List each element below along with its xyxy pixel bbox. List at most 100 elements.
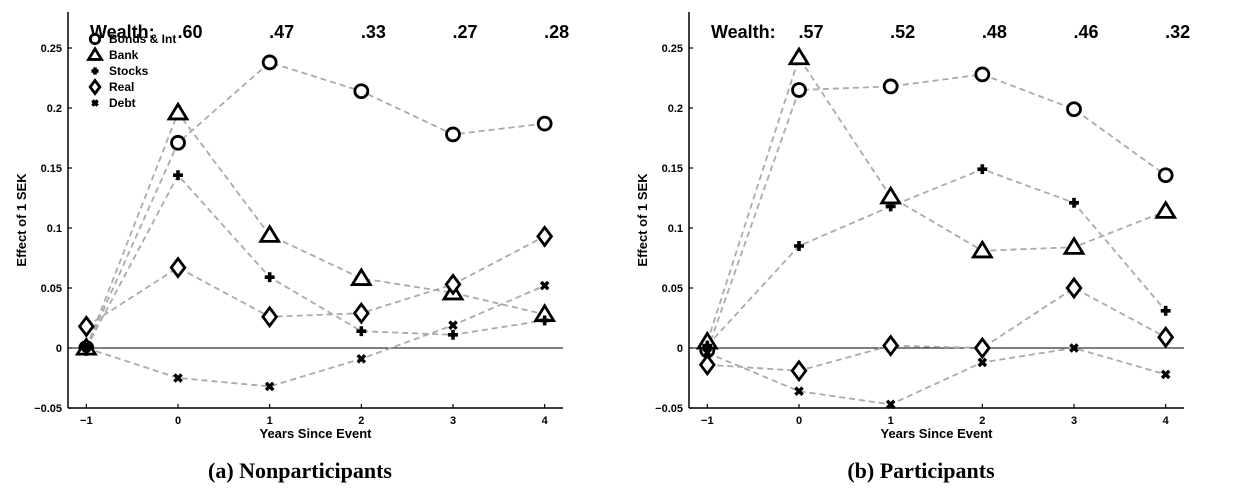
- legend-marker-debt-shape: [91, 99, 99, 107]
- point-bonds-int-shape: [536, 115, 553, 132]
- point-bank: [1154, 199, 1178, 219]
- point-stocks: [173, 170, 183, 181]
- point-bank-shape: [166, 101, 190, 121]
- point-bonds-int: [536, 115, 553, 132]
- legend-marker-bank: [86, 46, 104, 61]
- point-bonds-int: [882, 78, 899, 95]
- point-bank-shape: [970, 239, 994, 259]
- point-debt-shape: [794, 386, 804, 397]
- point-bonds-int-shape: [1066, 101, 1082, 118]
- point-stocks: [1160, 305, 1171, 316]
- point-bonds-int-shape: [1157, 167, 1174, 184]
- x-tick-label: 1: [267, 415, 273, 427]
- legend-label-bonds-int: Bonds & Int: [109, 32, 176, 46]
- point-real-shape: [882, 334, 900, 357]
- point-stocks-shape: [885, 201, 896, 212]
- point-stocks: [356, 326, 367, 337]
- y-tick-label: 0.1: [668, 223, 683, 235]
- point-debt-shape: [539, 280, 550, 291]
- x-tick-label: 0: [796, 415, 802, 427]
- point-real-shape: [1157, 325, 1175, 349]
- point-stocks: [794, 241, 804, 251]
- wealth-value: .48: [982, 22, 1007, 42]
- point-stocks: [539, 315, 550, 326]
- point-bonds-int: [791, 82, 807, 98]
- point-debt: [1069, 343, 1079, 353]
- y-tick-label: 0.15: [41, 163, 62, 175]
- y-tick-label: 0.05: [662, 283, 683, 295]
- legend-marker-stocks: [91, 67, 99, 75]
- point-bank: [970, 239, 994, 259]
- y-tick-label: 0.1: [47, 223, 62, 235]
- x-tick-label: 4: [542, 415, 549, 427]
- point-bank: [1062, 235, 1086, 255]
- point-real-shape: [444, 273, 462, 296]
- y-tick-label: 0.25: [41, 43, 62, 55]
- point-bank-shape: [258, 223, 282, 243]
- legend-marker-bonds-int: [88, 32, 102, 46]
- y-tick-label: 0.2: [47, 103, 62, 115]
- wealth-value: .33: [361, 22, 386, 42]
- point-debt: [1160, 369, 1171, 380]
- point-bonds-int-shape: [882, 78, 899, 95]
- point-real: [790, 359, 808, 383]
- point-bank-shape: [349, 267, 373, 286]
- point-bonds-int: [974, 66, 991, 83]
- point-real: [698, 353, 716, 377]
- chart-participants: −0.05 0 0.05 0.1 0.15 0.2 0.25 −1 0 1 2 3 4 Years Sin…: [635, 12, 1190, 483]
- wealth-value: .27: [452, 22, 477, 42]
- point-real: [444, 273, 462, 296]
- point-bonds-int: [353, 83, 370, 100]
- y-axis-label: Effect of 1 SEK: [14, 173, 29, 267]
- chart-nonparticipants: −0.05 0 0.05 0.1 0.15 0.2 0.25 −1 0 1 2 3 4 Years Sin…: [14, 12, 569, 483]
- point-stocks: [885, 201, 896, 212]
- point-real: [169, 256, 187, 279]
- point-bonds-int: [1157, 167, 1174, 184]
- legend-marker-bank-shape: [86, 46, 104, 61]
- point-debt: [448, 320, 458, 331]
- point-debt-shape: [173, 373, 183, 383]
- point-bonds-int: [445, 126, 461, 143]
- point-stocks-shape: [173, 170, 183, 181]
- point-debt: [885, 399, 896, 410]
- wealth-value: .28: [544, 22, 569, 42]
- point-bonds-int-shape: [791, 82, 807, 98]
- figure-caption: (a) Nonparticipants: [208, 458, 392, 483]
- point-debt: [702, 347, 713, 358]
- point-stocks: [264, 272, 275, 283]
- wealth-value: .47: [269, 22, 294, 42]
- point-stocks-shape: [264, 272, 275, 283]
- point-debt: [977, 357, 988, 368]
- point-real-shape: [77, 315, 95, 338]
- point-stocks-shape: [702, 340, 713, 351]
- series-line-stocks: [706, 168, 1167, 347]
- legend-marker-bonds-int-shape: [88, 32, 102, 46]
- point-bonds-int: [1066, 101, 1082, 118]
- point-bonds-int-shape: [353, 83, 370, 100]
- point-debt-shape: [885, 399, 896, 410]
- x-axis-label: Years Since Event: [880, 426, 993, 441]
- point-debt: [264, 381, 275, 392]
- point-real: [1157, 325, 1175, 349]
- y-tick-label: 0.2: [668, 103, 683, 115]
- point-bank-shape: [879, 185, 903, 205]
- y-tick-label: 0.05: [41, 283, 62, 295]
- point-real: [973, 336, 991, 360]
- legend-label-real: Real: [109, 80, 134, 94]
- point-stocks-shape: [1069, 197, 1079, 208]
- legend-marker-real-shape: [88, 78, 102, 96]
- wealth-value: .60: [177, 22, 202, 42]
- point-debt-shape: [81, 343, 92, 353]
- y-tick-label: −0.05: [655, 403, 683, 415]
- point-bonds-int-shape: [974, 66, 991, 83]
- point-bank: [166, 101, 190, 121]
- series-line-real: [85, 235, 546, 328]
- series-line-bonds-int: [706, 73, 1167, 351]
- point-debt-shape: [356, 353, 367, 364]
- point-bank-shape: [787, 46, 811, 66]
- point-bank: [258, 223, 282, 243]
- x-tick-label: 3: [1071, 415, 1077, 427]
- series-line-stocks: [85, 173, 545, 349]
- y-tick-label: 0.15: [662, 163, 683, 175]
